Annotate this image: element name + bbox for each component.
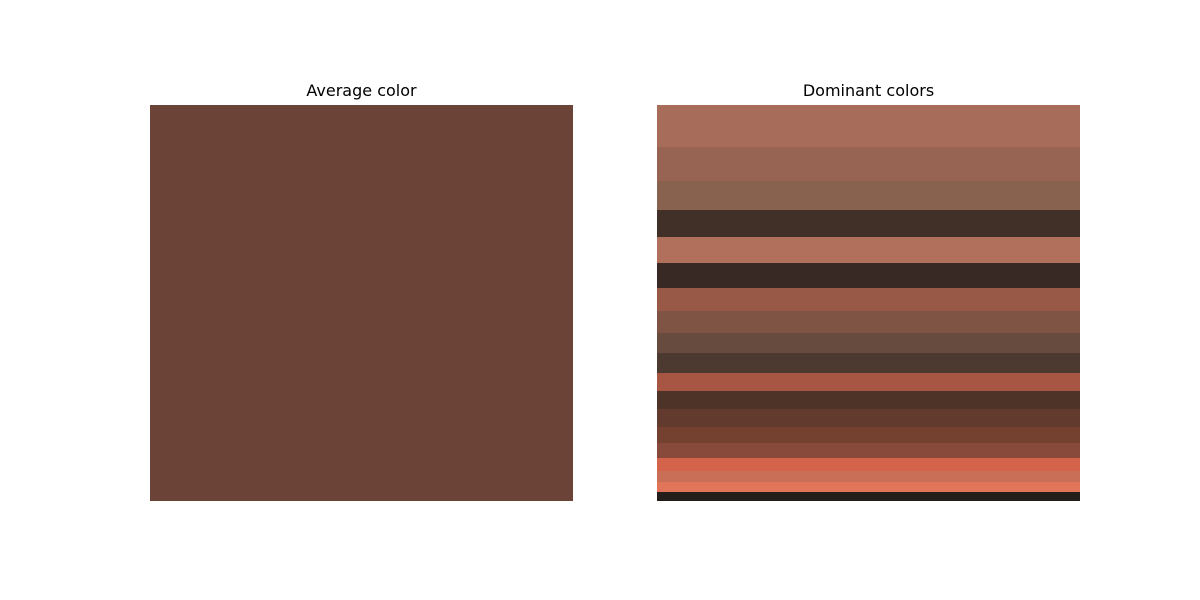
color-band (657, 409, 1080, 427)
dominant-colors-plot (657, 105, 1080, 501)
color-band (657, 427, 1080, 443)
color-band (657, 263, 1080, 288)
color-band (657, 482, 1080, 492)
color-band (657, 210, 1080, 237)
color-band (657, 492, 1080, 501)
color-band (657, 458, 1080, 471)
color-band (657, 391, 1080, 409)
average-color-panel: Average color (150, 79, 573, 501)
average-color-swatch (150, 105, 573, 501)
color-band (657, 333, 1080, 353)
dominant-colors-stack (657, 105, 1080, 501)
color-band (657, 373, 1080, 391)
color-band (657, 443, 1080, 458)
color-band (657, 353, 1080, 373)
color-band (657, 147, 1080, 181)
dominant-colors-panel: Dominant colors (657, 79, 1080, 501)
dominant-colors-title: Dominant colors (802, 81, 935, 100)
color-band (657, 237, 1080, 263)
color-band (657, 311, 1080, 333)
average-color-title: Average color (306, 81, 417, 100)
color-band (657, 288, 1080, 311)
color-band (657, 181, 1080, 210)
color-band (657, 471, 1080, 482)
color-band (657, 105, 1080, 147)
average-color-plot (150, 105, 573, 501)
